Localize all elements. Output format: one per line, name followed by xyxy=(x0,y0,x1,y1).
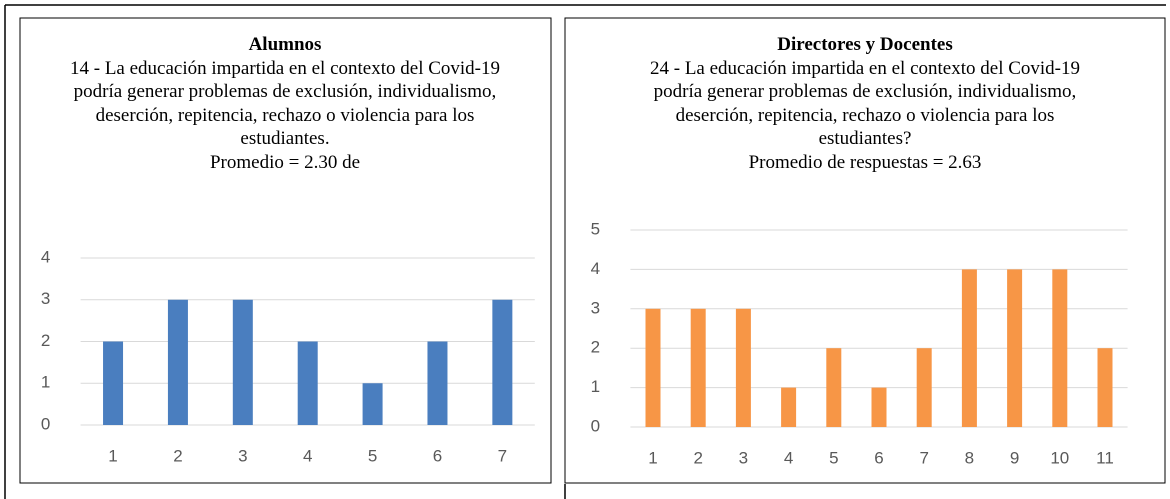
x-tick-label: 9 xyxy=(1010,448,1019,467)
x-tick-label: 6 xyxy=(433,446,442,465)
x-tick-label: 6 xyxy=(874,448,883,467)
y-tick-label: 2 xyxy=(591,338,600,357)
bar xyxy=(916,348,932,427)
bar xyxy=(232,299,253,425)
x-tick-label: 7 xyxy=(498,446,507,465)
y-tick-label: 1 xyxy=(591,377,600,396)
chart-box xyxy=(19,17,552,484)
x-tick-label: 2 xyxy=(173,446,182,465)
chart-annotation: Promedio de respuestas = 2.63 xyxy=(748,151,982,173)
x-tick-label: 8 xyxy=(965,448,974,467)
x-tick-label: 3 xyxy=(739,448,748,467)
bar xyxy=(103,341,124,425)
x-tick-label: 1 xyxy=(108,446,117,465)
x-tick-label: 5 xyxy=(368,446,377,465)
chart-heading: Alumnos 14 - La educación impartida en el… xyxy=(65,33,505,174)
y-tick-label: 5 xyxy=(591,219,600,238)
bar xyxy=(961,269,977,427)
x-tick-label: 10 xyxy=(1050,448,1069,467)
y-tick-label: 0 xyxy=(591,416,600,435)
bar xyxy=(1007,269,1023,427)
x-tick-label: 11 xyxy=(1096,448,1114,467)
y-tick-label: 4 xyxy=(41,247,50,266)
chart-box xyxy=(564,17,1166,484)
bar xyxy=(781,387,797,427)
chart-title: Directores y Docentes xyxy=(777,34,953,55)
bar xyxy=(427,341,448,425)
chart-subtitle: 24 - La educación impartida en el contex… xyxy=(650,57,1080,150)
chart-annotation: Promedio = 2.30 de xyxy=(209,151,361,173)
bar xyxy=(645,308,661,427)
x-tick-label: 1 xyxy=(648,448,657,467)
chart-title: Alumnos xyxy=(248,34,322,55)
x-tick-label: 4 xyxy=(784,448,793,467)
bar xyxy=(297,341,318,425)
x-tick-label: 2 xyxy=(693,448,702,467)
x-tick-label: 5 xyxy=(829,448,838,467)
bar xyxy=(492,299,513,425)
bar xyxy=(1097,348,1113,427)
bar xyxy=(871,387,887,427)
y-tick-label: 4 xyxy=(591,259,600,278)
y-tick-label: 3 xyxy=(591,298,600,317)
bar xyxy=(362,383,383,425)
x-tick-label: 4 xyxy=(303,446,312,465)
chart-subtitle: 14 - La educación impartida en el contex… xyxy=(70,57,500,150)
bar xyxy=(167,299,188,425)
x-tick-label: 7 xyxy=(919,448,928,467)
bar xyxy=(1052,269,1068,427)
x-tick-label: 3 xyxy=(238,446,247,465)
bar xyxy=(735,308,751,427)
y-tick-label: 0 xyxy=(41,414,50,433)
chart-heading: Directores y Docentes 24 - La educación i… xyxy=(628,33,1103,174)
bar xyxy=(690,308,706,427)
y-tick-label: 3 xyxy=(41,289,50,308)
y-tick-label: 2 xyxy=(41,331,50,350)
y-tick-label: 1 xyxy=(41,373,50,392)
bar xyxy=(826,348,842,427)
